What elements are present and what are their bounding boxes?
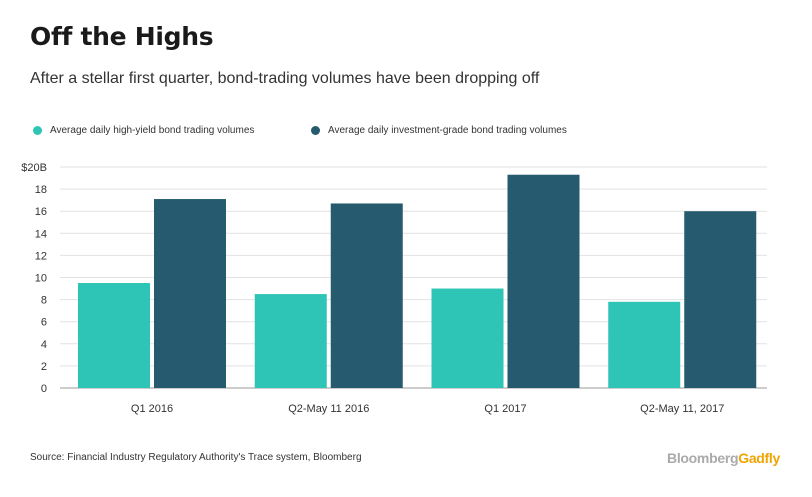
brand-logo-part2: Gadfly — [738, 450, 780, 466]
legend-swatch-investment-grade — [311, 126, 320, 135]
x-tick-label: Q2-May 11, 2017 — [640, 403, 724, 415]
brand-logo: BloombergGadfly — [667, 450, 780, 466]
bar-investment-grade — [154, 199, 226, 388]
bar-high-yield — [78, 283, 150, 388]
x-tick-label: Q1 2016 — [131, 403, 173, 415]
brand-logo-part1: Bloomberg — [667, 450, 739, 466]
x-tick-label: Q2-May 11 2016 — [288, 403, 369, 415]
y-tick-label: 0 — [41, 383, 47, 395]
bar-investment-grade — [507, 174, 580, 388]
bar-investment-grade — [330, 203, 403, 388]
y-tick-label: 16 — [35, 206, 47, 218]
bar-high-yield — [431, 288, 504, 388]
legend-label-investment-grade: Average daily investment-grade bond trad… — [328, 125, 567, 136]
bar-investment-grade — [684, 211, 757, 388]
y-tick-label: 6 — [41, 317, 47, 329]
y-tick-label: 10 — [35, 273, 47, 285]
y-tick-label: 14 — [35, 228, 47, 240]
y-tick-label: 18 — [35, 184, 47, 196]
y-tick-label: 8 — [41, 295, 47, 307]
source-note: Source: Financial Industry Regulatory Au… — [30, 452, 362, 463]
y-tick-label: $20B — [21, 162, 47, 174]
y-tick-label: 12 — [35, 250, 47, 262]
bar-high-yield — [254, 294, 327, 388]
chart-subtitle: After a stellar first quarter, bond-trad… — [30, 70, 540, 87]
x-tick-label: Q1 2017 — [484, 403, 526, 415]
chart-title: Off the Highs — [30, 22, 214, 51]
legend-item-high-yield: Average daily high-yield bond trading vo… — [33, 125, 254, 136]
y-tick-label: 2 — [41, 361, 47, 373]
legend-swatch-high-yield — [33, 126, 42, 135]
legend-label-high-yield: Average daily high-yield bond trading vo… — [50, 125, 255, 136]
y-tick-label: 4 — [41, 339, 47, 351]
bar-high-yield — [608, 301, 681, 388]
legend-item-investment-grade: Average daily investment-grade bond trad… — [311, 125, 567, 136]
